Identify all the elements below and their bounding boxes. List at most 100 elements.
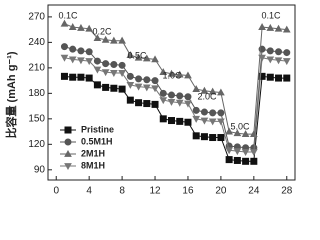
marker xyxy=(101,35,110,43)
y-tick-label: 210 xyxy=(28,63,45,74)
marker xyxy=(85,58,94,66)
marker xyxy=(184,93,192,101)
marker xyxy=(184,100,192,108)
rate-annotation: 0.5C xyxy=(127,50,147,60)
marker xyxy=(282,25,291,33)
marker xyxy=(126,81,135,89)
marker xyxy=(126,51,135,59)
marker xyxy=(102,60,110,68)
marker xyxy=(192,106,200,114)
marker xyxy=(126,72,134,80)
marker xyxy=(275,48,283,56)
marker xyxy=(192,132,200,140)
marker xyxy=(175,99,184,107)
marker xyxy=(283,74,291,82)
marker xyxy=(274,24,283,32)
marker xyxy=(266,56,275,64)
y-tick-label: 180 xyxy=(28,88,45,99)
marker xyxy=(225,147,233,155)
x-tick-label: 12 xyxy=(149,186,161,197)
marker xyxy=(176,117,184,125)
marker xyxy=(208,118,217,126)
marker xyxy=(68,23,77,30)
marker xyxy=(126,96,134,104)
marker xyxy=(200,117,209,125)
marker xyxy=(93,57,101,65)
y-tick-label: 240 xyxy=(28,37,45,48)
marker xyxy=(249,149,258,156)
x-tick-label: 0 xyxy=(53,186,59,197)
marker xyxy=(85,74,93,82)
y-tick-label: 90 xyxy=(34,164,46,175)
marker xyxy=(266,47,274,55)
marker xyxy=(110,36,118,44)
marker xyxy=(266,23,275,31)
marker xyxy=(143,76,151,84)
marker xyxy=(143,100,151,108)
legend-label: 8M1H xyxy=(81,160,105,170)
marker xyxy=(93,34,102,42)
y-tick-label: 270 xyxy=(28,12,45,23)
series-line xyxy=(64,75,287,162)
marker xyxy=(77,73,85,81)
chart: 比容量 (mAh g⁻¹) 90 120 150 180 210 240 270 0 4 8 12 1… xyxy=(4,4,296,197)
marker xyxy=(168,91,175,99)
marker xyxy=(135,99,143,107)
marker xyxy=(217,134,225,142)
marker xyxy=(258,54,266,62)
marker xyxy=(159,115,167,123)
marker xyxy=(159,68,168,76)
marker xyxy=(69,73,77,81)
marker xyxy=(102,83,110,91)
x-tick-label: 24 xyxy=(248,186,260,197)
marker xyxy=(64,163,72,171)
marker xyxy=(217,109,225,117)
marker xyxy=(110,60,118,68)
series-line xyxy=(64,23,287,135)
marker xyxy=(60,72,68,80)
marker xyxy=(242,157,250,165)
series-line xyxy=(64,57,287,153)
marker xyxy=(241,130,250,138)
marker xyxy=(134,53,143,61)
rate-annotation: 0.2C xyxy=(92,26,112,36)
marker xyxy=(192,85,201,93)
x-tick-label: 16 xyxy=(182,186,194,197)
marker xyxy=(151,55,159,63)
marker xyxy=(184,71,192,79)
marker xyxy=(85,24,94,32)
marker xyxy=(241,149,250,156)
marker xyxy=(118,70,126,77)
x-tick-label: 8 xyxy=(119,186,125,197)
marker xyxy=(282,58,291,66)
rate-annotation: 0.1C xyxy=(58,10,78,20)
marker xyxy=(217,118,225,126)
marker xyxy=(60,54,69,62)
marker xyxy=(134,83,143,91)
marker xyxy=(233,129,242,137)
marker xyxy=(274,57,283,65)
marker xyxy=(118,85,126,93)
x-tick-label: 4 xyxy=(86,186,92,197)
marker xyxy=(118,61,126,69)
marker xyxy=(200,108,208,116)
marker xyxy=(77,47,85,55)
marker xyxy=(168,117,175,125)
legend-label: Pristine xyxy=(81,124,114,134)
y-axis-label: 比容量 (mAh g⁻¹) xyxy=(4,51,18,138)
marker xyxy=(167,69,176,77)
marker xyxy=(225,127,233,135)
y-tick-label: 150 xyxy=(28,113,45,124)
marker xyxy=(275,74,283,82)
marker xyxy=(266,73,274,81)
rate-annotation: 1.0C xyxy=(162,70,182,80)
marker xyxy=(142,84,151,92)
marker xyxy=(85,48,93,56)
rate-annotation: 5.0C xyxy=(230,121,250,131)
marker xyxy=(176,92,184,100)
marker xyxy=(93,66,102,74)
marker xyxy=(77,23,85,31)
marker xyxy=(77,57,85,65)
marker xyxy=(142,54,151,62)
marker xyxy=(225,156,233,164)
